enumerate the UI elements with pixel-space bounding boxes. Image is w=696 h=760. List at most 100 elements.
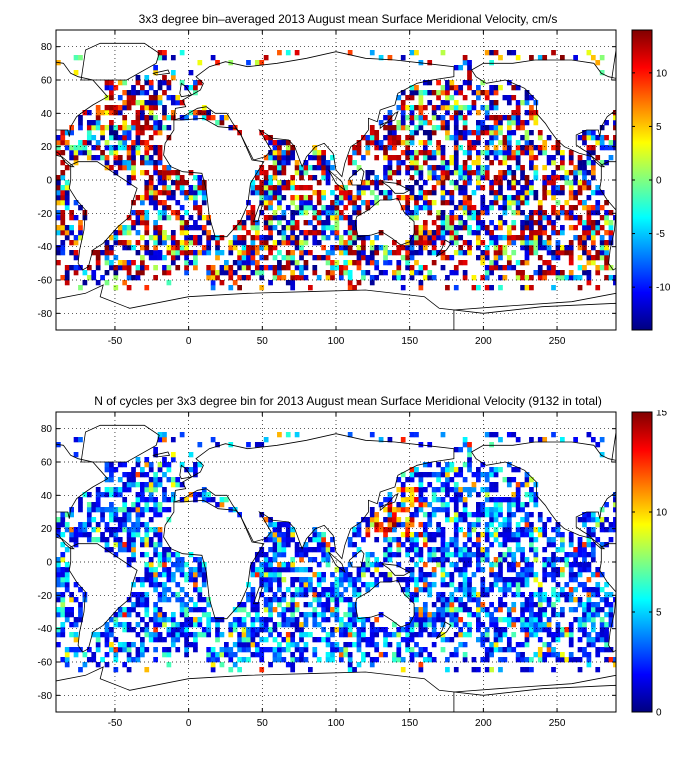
data-cell: [529, 477, 534, 483]
data-cell: [352, 577, 357, 583]
data-cell: [206, 657, 212, 663]
data-cell: [484, 627, 490, 633]
data-cell: [215, 235, 220, 241]
data-cell: [515, 482, 521, 488]
data-cell: [56, 557, 61, 563]
data-cell: [104, 537, 110, 543]
data-cell: [170, 642, 176, 648]
data-cell: [529, 567, 534, 573]
data-cell: [60, 557, 66, 563]
data-cell: [117, 230, 123, 236]
data-cell: [122, 662, 128, 668]
data-cell: [409, 572, 415, 578]
data-cell: [418, 612, 424, 618]
data-cell: [122, 642, 128, 648]
data-cell: [294, 265, 300, 271]
data-cell: [356, 587, 362, 593]
coastline: [152, 69, 171, 76]
data-cell: [148, 185, 154, 191]
data-cell: [153, 647, 158, 653]
data-cell: [228, 250, 234, 256]
data-cell: [254, 612, 260, 618]
data-cell: [564, 632, 570, 638]
data-cell: [321, 602, 326, 608]
data-cell: [157, 507, 163, 513]
data-cell: [325, 260, 331, 266]
data-cell: [325, 250, 331, 256]
data-cell: [188, 250, 194, 256]
data-cell: [462, 120, 468, 126]
data-cell: [418, 662, 424, 668]
data-cell: [193, 190, 198, 196]
data-cell: [285, 542, 291, 548]
data-cell: [427, 270, 433, 276]
data-cell: [484, 105, 490, 111]
data-cell: [277, 260, 282, 266]
data-cell: [453, 100, 459, 106]
data-cell: [431, 547, 437, 553]
data-cell: [586, 215, 592, 221]
data-cell: [369, 125, 375, 131]
data-cell: [604, 502, 609, 508]
data-cell: [537, 210, 543, 216]
data-cell: [431, 552, 437, 558]
data-cell: [259, 270, 265, 276]
data-cell: [356, 190, 362, 196]
data-cell: [281, 657, 287, 663]
data-cell: [272, 275, 278, 281]
data-cell: [361, 235, 366, 241]
data-cell: [290, 285, 296, 291]
data-cell: [60, 512, 66, 518]
data-cell: [608, 592, 614, 598]
y-tick-label: 80: [41, 424, 53, 435]
data-cell: [179, 482, 185, 488]
data-cell: [476, 125, 481, 131]
data-cell: [445, 110, 450, 116]
data-cell: [117, 647, 123, 653]
data-cell: [453, 130, 459, 136]
data-cell: [586, 220, 592, 226]
data-cell: [259, 567, 265, 573]
data-cell: [157, 200, 163, 206]
data-cell: [440, 180, 446, 186]
data-cell: [599, 240, 605, 246]
data-cell: [405, 145, 410, 151]
data-cell: [82, 270, 88, 276]
data-cell: [462, 437, 468, 443]
data-cell: [613, 502, 616, 508]
data-cell: [555, 637, 561, 643]
data-cell: [166, 617, 172, 623]
data-cell: [343, 647, 349, 653]
data-cell: [537, 245, 543, 251]
data-cell: [60, 160, 66, 166]
data-cell: [551, 587, 556, 593]
data-cell: [590, 517, 596, 523]
data-cell: [343, 245, 349, 251]
data-cell: [577, 220, 583, 226]
data-cell: [144, 225, 150, 231]
data-cell: [582, 200, 587, 206]
data-cell: [369, 512, 375, 518]
data-cell: [184, 220, 189, 226]
data-cell: [316, 230, 322, 236]
data-cell: [272, 170, 278, 176]
data-cell: [210, 280, 216, 286]
data-cell: [56, 140, 61, 146]
data-cell: [440, 190, 446, 196]
data-cell: [365, 145, 371, 151]
data-cell: [135, 265, 141, 271]
data-cell: [316, 190, 322, 196]
data-cell: [246, 597, 251, 603]
data-cell: [586, 235, 592, 241]
data-cell: [290, 250, 296, 256]
data-cell: [352, 642, 357, 648]
data-cell: [166, 280, 172, 286]
data-cell: [471, 160, 477, 166]
data-cell: [462, 477, 468, 483]
data-cell: [157, 180, 163, 186]
data-cell: [246, 200, 251, 206]
data-cell: [294, 577, 300, 583]
data-cell: [166, 477, 172, 483]
data-cell: [175, 592, 181, 598]
data-cell: [321, 230, 326, 236]
